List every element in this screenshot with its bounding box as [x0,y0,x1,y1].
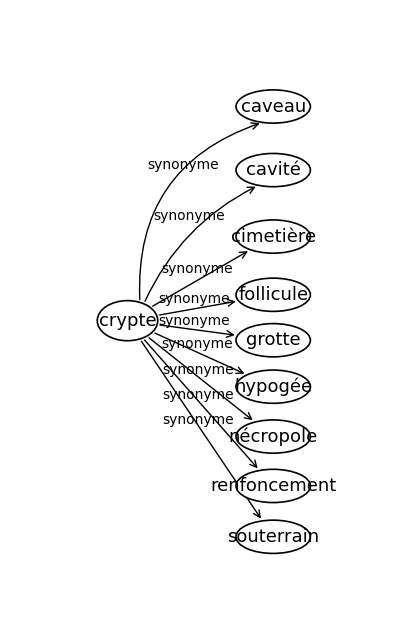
Text: crypte: crypte [99,312,156,330]
Text: synonyme: synonyme [159,291,230,305]
Text: souterrain: souterrain [227,528,319,546]
Text: nécropole: nécropole [228,427,318,446]
Text: cimetière: cimetière [231,227,316,246]
Text: cavité: cavité [246,161,301,179]
Text: synonyme: synonyme [148,157,219,171]
Text: synonyme: synonyme [162,413,234,427]
Text: synonyme: synonyme [161,337,232,351]
Text: hypogée: hypogée [234,377,312,396]
Text: renfoncement: renfoncement [210,477,336,495]
Ellipse shape [236,154,310,187]
Ellipse shape [97,300,158,341]
Text: synonyme: synonyme [162,363,234,377]
Text: follicule: follicule [238,286,308,304]
Ellipse shape [236,420,310,453]
Text: caveau: caveau [240,98,306,116]
Ellipse shape [236,324,310,357]
Text: synonyme: synonyme [158,314,230,328]
Ellipse shape [236,90,310,123]
Ellipse shape [236,370,310,403]
Text: grotte: grotte [246,331,300,349]
Ellipse shape [236,469,310,502]
Text: synonyme: synonyme [162,388,234,402]
Ellipse shape [236,220,310,253]
Ellipse shape [236,520,310,554]
Text: synonyme: synonyme [162,262,233,276]
Text: synonyme: synonyme [154,209,225,223]
Ellipse shape [236,278,310,311]
